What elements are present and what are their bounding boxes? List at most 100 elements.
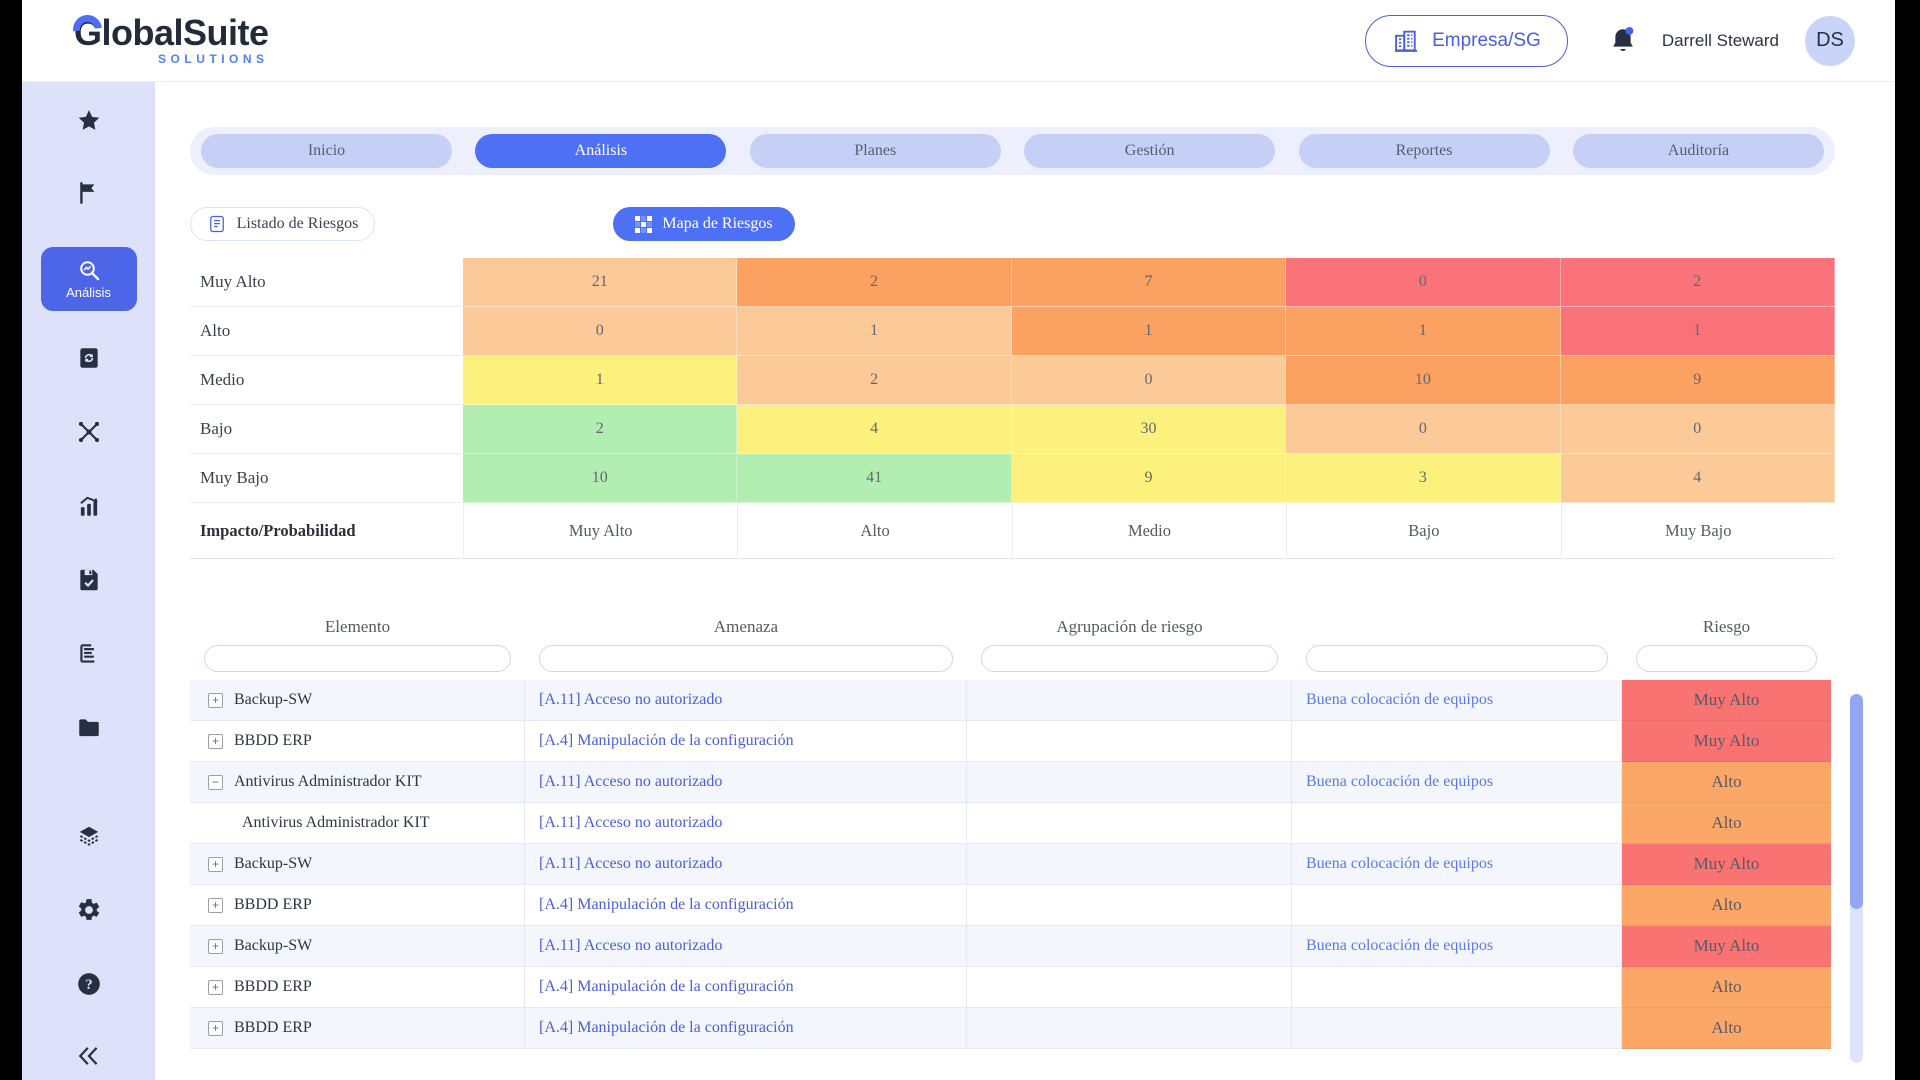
threat-link[interactable]: [A.11] Acceso no autorizado: [539, 937, 723, 954]
help-icon[interactable]: ?: [75, 970, 103, 998]
matrix-cell: 3: [1286, 454, 1561, 503]
expand-icon[interactable]: +: [208, 938, 223, 954]
tab-reportes[interactable]: Reportes: [1298, 134, 1550, 168]
threat-link[interactable]: [A.4] Manipulación de la configuración: [539, 896, 794, 913]
book-sync-icon[interactable]: [75, 344, 103, 372]
control-link[interactable]: Buena colocación de equipos: [1306, 855, 1494, 872]
user-name: Darrell Steward: [1661, 30, 1779, 50]
threat-link[interactable]: [A.4] Manipulación de la configuración: [539, 1019, 794, 1036]
expand-icon[interactable]: +: [208, 692, 223, 708]
col-header-riesgo: Riesgo: [1702, 617, 1751, 636]
risk-level-badge: Alto: [1622, 967, 1831, 1008]
expand-icon[interactable]: +: [208, 1020, 223, 1036]
risk-level-badge: Alto: [1622, 762, 1831, 803]
flag-icon[interactable]: [75, 179, 103, 207]
risk-level-badge: Alto: [1622, 1008, 1831, 1049]
control-link[interactable]: Buena colocación de equipos: [1306, 937, 1494, 954]
risk-map-grid-icon: [635, 215, 653, 233]
expand-icon[interactable]: +: [208, 979, 223, 995]
filter-agrupacion-input[interactable]: [981, 645, 1278, 672]
folder-icon[interactable]: [75, 714, 103, 742]
matrix-cell: 0: [463, 307, 738, 356]
risk-table-header: Elemento Amenaza Agrupación de riesgo Ri…: [190, 617, 1835, 637]
table-row: + Backup-SW [A.11] Acceso no autorizado Bue…: [190, 680, 1835, 721]
filter-control-input[interactable]: [1306, 645, 1608, 672]
filter-riesgo-input[interactable]: [1636, 645, 1817, 672]
filter-elemento-input[interactable]: [204, 645, 511, 672]
risk-table: Elemento Amenaza Agrupación de riesgo Ri…: [190, 617, 1863, 1063]
logo-brand-rest: lobalSuite: [101, 12, 270, 53]
layers-icon[interactable]: [75, 822, 103, 850]
module-tabbar: Inicio Análisis Planes Gestión Reportes …: [190, 127, 1835, 175]
mapa-de-riesgos-button[interactable]: Mapa de Riesgos: [613, 207, 795, 241]
expand-icon[interactable]: +: [208, 856, 223, 872]
matrix-cell: 41: [737, 454, 1012, 503]
filter-amenaza-input[interactable]: [539, 645, 953, 672]
gear-icon[interactable]: [75, 896, 103, 924]
avatar[interactable]: DS: [1805, 15, 1855, 66]
threat-link[interactable]: [A.11] Acceso no autorizado: [539, 814, 723, 831]
expand-icon[interactable]: +: [208, 733, 223, 749]
threat-link[interactable]: [A.4] Manipulación de la configuración: [539, 732, 794, 749]
collapse-sidebar-icon[interactable]: [75, 1042, 103, 1070]
threat-link[interactable]: [A.4] Manipulación de la configuración: [539, 978, 794, 995]
sidebar-item-analisis-label: Análisis: [66, 285, 111, 300]
listado-de-riesgos-label: Listado de Riesgos: [236, 215, 359, 232]
notification-dot: [1625, 26, 1634, 35]
mapa-de-riesgos-label: Mapa de Riesgos: [662, 215, 773, 232]
matrix-cell: 2: [1560, 258, 1835, 307]
report-lines-icon[interactable]: [75, 640, 103, 668]
control-link[interactable]: Buena colocación de equipos: [1306, 691, 1494, 708]
matrix-cell: 7: [1011, 258, 1287, 307]
grouping-cell: [967, 844, 1292, 885]
grouping-cell: [967, 926, 1292, 967]
expand-icon[interactable]: +: [208, 897, 223, 913]
matrix-col-label: Bajo: [1286, 503, 1561, 559]
matrix-col-label: Medio: [1011, 503, 1287, 559]
sidebar-item-analisis[interactable]: Análisis: [40, 247, 137, 311]
matrix-cell: 2: [463, 405, 738, 454]
matrix-cell: 1: [1011, 307, 1287, 356]
matrix-cell: 10: [1286, 356, 1561, 405]
matrix-row-label: Medio: [190, 356, 463, 405]
col-header-elemento: Elemento: [324, 617, 391, 636]
control-link[interactable]: Buena colocación de equipos: [1306, 773, 1494, 790]
tab-gestion[interactable]: Gestión: [1024, 134, 1276, 168]
collapse-icon[interactable]: −: [208, 774, 223, 790]
risk-level-badge: Muy Alto: [1622, 926, 1831, 967]
matrix-cell: 30: [1011, 405, 1287, 454]
tab-analisis[interactable]: Análisis: [475, 134, 727, 168]
matrix-cell: 1: [1560, 307, 1835, 356]
matrix-cell: 0: [1286, 405, 1561, 454]
threat-link[interactable]: [A.11] Acceso no autorizado: [539, 773, 723, 790]
notifications-button[interactable]: [1608, 25, 1638, 57]
favorites-icon[interactable]: [75, 107, 103, 135]
table-row: − Antivirus Administrador KIT [A.11] Acces…: [190, 762, 1835, 803]
tab-planes[interactable]: Planes: [749, 134, 1001, 168]
tab-inicio[interactable]: Inicio: [201, 134, 452, 168]
network-icon[interactable]: [75, 418, 103, 446]
analysis-magnifier-icon: [77, 258, 101, 282]
table-row: + BBDD ERP [A.4] Manipulación de la config…: [190, 721, 1835, 762]
risk-level-badge: Muy Alto: [1622, 721, 1831, 762]
matrix-cell: 10: [463, 454, 738, 503]
matrix-cell: 4: [737, 405, 1012, 454]
save-check-icon[interactable]: [75, 566, 103, 594]
threat-link[interactable]: [A.11] Acceso no autorizado: [539, 855, 723, 872]
element-name: BBDD ERP: [234, 978, 312, 995]
chart-icon[interactable]: [75, 492, 103, 520]
threat-link[interactable]: [A.11] Acceso no autorizado: [539, 691, 723, 708]
table-scrollbar-thumb[interactable]: [1850, 694, 1863, 909]
element-name: BBDD ERP: [234, 1019, 312, 1036]
grouping-cell: [967, 803, 1292, 844]
tab-auditoria[interactable]: Auditoría: [1572, 134, 1824, 168]
listado-de-riesgos-button[interactable]: Listado de Riesgos: [190, 207, 375, 241]
table-row: + Backup-SW [A.11] Acceso no autorizado Bue…: [190, 926, 1835, 967]
top-header: GlobalSuite SOLUTIONS Empresa/SG Darrell…: [22, 0, 1895, 82]
table-scrollbar-track[interactable]: [1850, 694, 1863, 1063]
col-header-agrupacion: Agrupación de riesgo: [1056, 617, 1203, 636]
logo-g-arc: G: [74, 12, 102, 53]
element-name: BBDD ERP: [234, 896, 312, 913]
company-selector-button[interactable]: Empresa/SG: [1365, 14, 1568, 67]
grouping-cell: [967, 762, 1292, 803]
